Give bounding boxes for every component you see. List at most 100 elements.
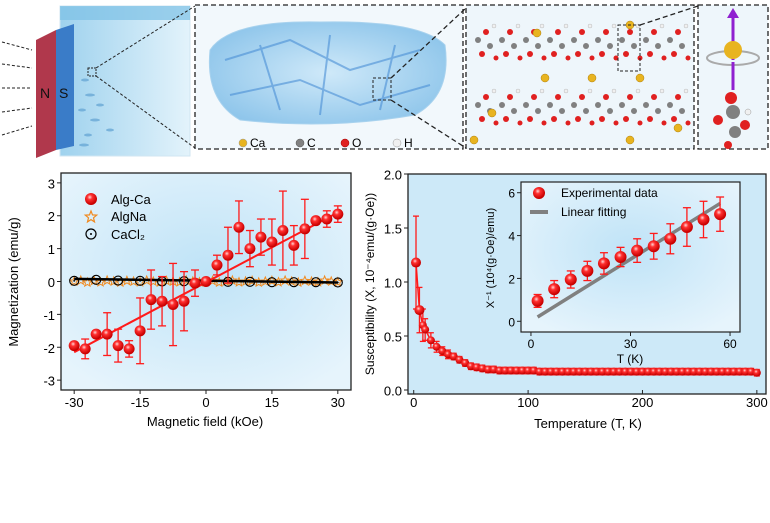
legend-h: H bbox=[404, 136, 413, 150]
carbon-atom bbox=[547, 102, 553, 108]
carbon-atom bbox=[583, 43, 589, 49]
hydrogen-atom bbox=[683, 88, 689, 94]
atom-legend: Ca C O H bbox=[238, 136, 413, 150]
susceptibility-point bbox=[718, 367, 727, 376]
hydrogen-atom bbox=[539, 23, 545, 29]
carbon-atom bbox=[643, 37, 649, 43]
susceptibility-point bbox=[552, 367, 561, 376]
algna-point bbox=[95, 276, 107, 287]
experimental-point bbox=[614, 251, 627, 263]
ca-ion bbox=[724, 41, 742, 59]
carbon-atom bbox=[571, 37, 577, 43]
calcium-atom bbox=[487, 108, 497, 118]
oxygen-atom bbox=[623, 51, 629, 57]
carbon-atom bbox=[667, 37, 673, 43]
experimental-point bbox=[714, 208, 727, 221]
susceptibility-point bbox=[672, 367, 681, 376]
oxygen-atom bbox=[589, 120, 595, 126]
susceptibility-point bbox=[735, 367, 744, 376]
hydrogen-atom bbox=[563, 23, 569, 29]
cacl2-point bbox=[69, 275, 80, 286]
y-axis-label: Susceptibility (X, 10⁻⁴emu/(g·Oe)) bbox=[363, 193, 377, 375]
legend: Alg-Ca AlgNa CaCl₂ bbox=[83, 192, 152, 242]
carbon-atom bbox=[643, 102, 649, 108]
alg-ca-point bbox=[134, 325, 146, 337]
x-tick-label: 15 bbox=[265, 395, 279, 410]
magnet-south-pole bbox=[56, 24, 74, 150]
ca-atom-icon bbox=[238, 138, 248, 148]
hydrogen-atom bbox=[563, 88, 569, 94]
hydrogen-atom bbox=[587, 23, 593, 29]
carbon-atom bbox=[595, 37, 601, 43]
experimental-point bbox=[647, 240, 660, 253]
legend-label-algna: AlgNa bbox=[111, 209, 147, 224]
oxygen-atom bbox=[675, 29, 681, 35]
oxygen-atom bbox=[627, 29, 633, 35]
susceptibility-point bbox=[495, 366, 504, 375]
carbon-atom bbox=[499, 37, 505, 43]
alg-ca-point bbox=[189, 277, 201, 289]
legend-label-experimental: Experimental data bbox=[561, 186, 658, 200]
oxygen-atom bbox=[479, 116, 485, 122]
susceptibility-point bbox=[615, 367, 624, 376]
alg-ca-point bbox=[288, 239, 300, 251]
hydrogel bbox=[208, 21, 447, 125]
oxygen-atom bbox=[551, 116, 557, 122]
oxygen-atom bbox=[575, 116, 581, 122]
cacl2-point-dot bbox=[292, 281, 295, 284]
oxygen-atom bbox=[589, 55, 595, 61]
alg-ca-point bbox=[145, 294, 157, 306]
y-tick-label: -3 bbox=[43, 374, 55, 389]
inset-chart: 0 30 60 0 2 4 6 T (K) X⁻¹ (10⁴(g·Oe)/emu) Expe… bbox=[485, 181, 741, 366]
y-tick-label: 0 bbox=[48, 275, 55, 290]
susceptibility-point bbox=[411, 257, 422, 268]
experimental-point bbox=[680, 221, 693, 233]
susceptibility-point bbox=[684, 367, 693, 376]
y-tick-label: 0 bbox=[508, 315, 515, 329]
oxygen-atom bbox=[483, 29, 489, 35]
susceptibility-point bbox=[752, 368, 761, 377]
x-tick-label: 0 bbox=[202, 395, 209, 410]
carbon-atom bbox=[559, 108, 565, 114]
experimental-point bbox=[548, 283, 561, 296]
inset-y-axis-label: X⁻¹ (10⁴(g·Oe)/emu) bbox=[485, 208, 497, 308]
susceptibility-point bbox=[569, 367, 578, 376]
calcium-atom bbox=[673, 123, 683, 133]
x-tick-label: -15 bbox=[131, 395, 150, 410]
alg-ca-point bbox=[299, 223, 311, 235]
susceptibility-point bbox=[524, 366, 533, 375]
oxygen-atom bbox=[661, 55, 667, 61]
susceptibility-point bbox=[535, 367, 544, 376]
susceptibility-point bbox=[592, 367, 601, 376]
experimental-point bbox=[581, 264, 594, 277]
alg-ca-point bbox=[211, 259, 223, 271]
carbon-atom bbox=[607, 108, 613, 114]
hydrogen-atom bbox=[515, 88, 521, 94]
susceptibility-point bbox=[632, 367, 641, 376]
carbon-atom bbox=[559, 43, 565, 49]
cacl2-point bbox=[332, 277, 343, 288]
oxygen-atom bbox=[603, 29, 609, 35]
hydrogen-atom bbox=[491, 23, 497, 29]
y-tick-label: 4 bbox=[508, 230, 515, 244]
y-tick-label: 1.0 bbox=[384, 276, 402, 291]
magnet-label-n: N bbox=[40, 85, 50, 101]
carbon-atom bbox=[571, 102, 577, 108]
oxygen-atom bbox=[575, 51, 581, 57]
cacl2-point-dot bbox=[314, 281, 317, 284]
legend-label-cacl2: CaCl₂ bbox=[111, 227, 145, 242]
susceptibility-point bbox=[581, 367, 590, 376]
oxygen-atom bbox=[503, 116, 509, 122]
y-tick-label: 2 bbox=[508, 272, 515, 286]
water-tank bbox=[59, 5, 191, 157]
oxygen-atom bbox=[565, 120, 571, 126]
molecular-structure-panel bbox=[465, 4, 699, 150]
carbon-atom bbox=[667, 102, 673, 108]
oxygen-atom bbox=[671, 51, 677, 57]
alg-ca-point bbox=[68, 340, 80, 352]
calcium-atom bbox=[635, 73, 645, 83]
susceptibility-point bbox=[695, 367, 704, 376]
magnetization-chart: -30 -15 0 15 30 3 2 1 0 -1 -2 -3 Magnetic field (kO… bbox=[6, 172, 352, 429]
algna-point bbox=[312, 276, 324, 287]
carbon-atom bbox=[655, 108, 661, 114]
